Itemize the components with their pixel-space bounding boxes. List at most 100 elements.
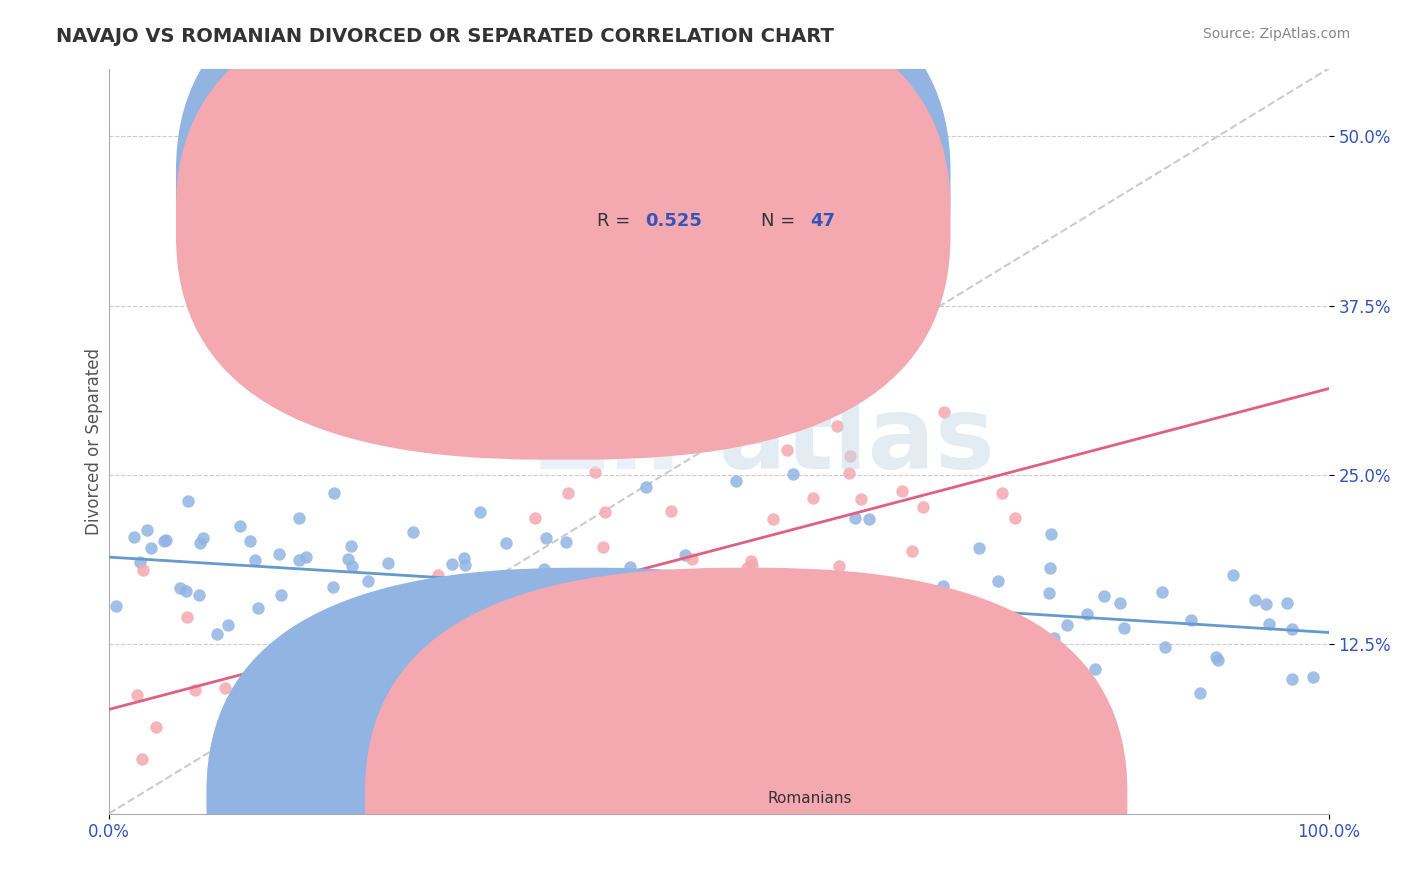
Point: [454, 558, 477, 572]
Point: [962, 679, 984, 693]
Point: [125, 688, 148, 702]
Point: [427, 568, 450, 582]
Text: 0.525: 0.525: [645, 212, 703, 230]
Point: [128, 556, 150, 570]
Point: [1150, 585, 1173, 599]
Y-axis label: Divorced or Separated: Divorced or Separated: [86, 348, 103, 534]
Point: [470, 505, 492, 519]
Point: [668, 662, 690, 676]
Point: [136, 523, 159, 537]
Point: [495, 536, 517, 550]
Point: [572, 638, 595, 652]
Point: [139, 541, 162, 555]
Point: [932, 580, 955, 594]
Point: [624, 591, 647, 605]
Point: [990, 486, 1012, 500]
Point: [831, 618, 853, 632]
Point: [451, 612, 474, 626]
Text: Romanians: Romanians: [768, 791, 852, 806]
Point: [340, 539, 363, 553]
Text: Navajo: Navajo: [609, 791, 662, 806]
Point: [733, 569, 755, 583]
FancyBboxPatch shape: [207, 567, 969, 892]
Point: [828, 574, 851, 589]
Point: [801, 491, 824, 505]
Point: [217, 618, 239, 632]
Point: [634, 480, 657, 494]
Point: [319, 627, 342, 641]
Point: [700, 630, 723, 644]
Point: [229, 518, 252, 533]
Point: [495, 612, 517, 626]
Point: [960, 656, 983, 670]
Point: [440, 558, 463, 572]
Point: [858, 511, 880, 525]
Point: [851, 492, 873, 507]
Point: [188, 588, 211, 602]
Point: [569, 609, 592, 624]
Point: [1039, 527, 1062, 541]
FancyBboxPatch shape: [176, 0, 950, 423]
Point: [177, 494, 200, 508]
Point: [554, 534, 576, 549]
Point: [692, 622, 714, 636]
Point: [132, 563, 155, 577]
Point: [967, 541, 990, 556]
Point: [323, 486, 346, 500]
Point: [782, 467, 804, 481]
Point: [654, 676, 676, 690]
Point: [534, 531, 557, 545]
Point: [441, 684, 464, 698]
Point: [122, 530, 145, 544]
Point: [294, 550, 316, 565]
Point: [595, 505, 617, 519]
Point: [1205, 649, 1227, 664]
Text: 112: 112: [810, 174, 848, 193]
Point: [718, 663, 741, 677]
Point: [322, 580, 344, 594]
Point: [565, 656, 588, 670]
Point: [876, 587, 898, 601]
Point: [413, 640, 436, 655]
Text: atlas: atlas: [718, 392, 995, 490]
Point: [1043, 631, 1066, 645]
Point: [1019, 673, 1042, 687]
Point: [366, 720, 388, 734]
Point: [406, 673, 429, 688]
Point: [357, 574, 380, 588]
Point: [661, 504, 683, 518]
Point: [741, 558, 763, 573]
Point: [825, 418, 848, 433]
Point: [402, 525, 425, 540]
Point: [1189, 686, 1212, 700]
Point: [735, 560, 758, 574]
Point: [725, 475, 748, 489]
Point: [1084, 662, 1107, 676]
Point: [1302, 670, 1324, 684]
Point: [592, 540, 614, 554]
Point: [740, 554, 762, 568]
FancyBboxPatch shape: [512, 151, 927, 262]
Point: [153, 534, 176, 549]
Point: [875, 606, 897, 620]
Point: [759, 577, 782, 591]
Text: 47: 47: [810, 212, 835, 230]
Point: [619, 560, 641, 574]
Point: [377, 556, 399, 570]
Point: [501, 585, 523, 599]
Point: [762, 512, 785, 526]
Point: [827, 588, 849, 602]
Point: [681, 552, 703, 566]
Point: [478, 623, 501, 637]
Point: [1114, 621, 1136, 635]
Point: [131, 752, 153, 766]
Text: Source: ZipAtlas.com: Source: ZipAtlas.com: [1202, 27, 1350, 41]
Text: NAVAJO VS ROMANIAN DIVORCED OR SEPARATED CORRELATION CHART: NAVAJO VS ROMANIAN DIVORCED OR SEPARATED…: [56, 27, 834, 45]
Point: [104, 599, 127, 614]
Point: [673, 548, 696, 562]
Text: N =: N =: [762, 174, 801, 193]
Point: [1038, 586, 1060, 600]
Point: [912, 500, 935, 515]
Point: [775, 442, 797, 457]
Point: [214, 681, 236, 695]
